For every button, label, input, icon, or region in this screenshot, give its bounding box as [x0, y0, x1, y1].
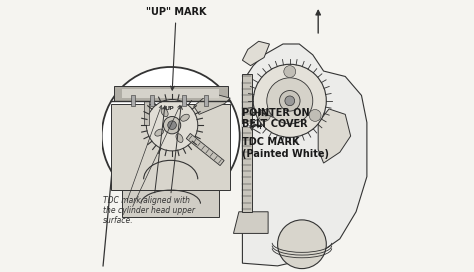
Polygon shape — [234, 212, 268, 233]
Circle shape — [278, 220, 326, 268]
Text: TDC mark aligned with
the cylinder head upper
surface.: TDC mark aligned with the cylinder head … — [103, 196, 195, 225]
Circle shape — [280, 91, 300, 111]
Text: POINTER ON
BELT COVER: POINTER ON BELT COVER — [242, 108, 310, 129]
Ellipse shape — [176, 134, 183, 143]
Ellipse shape — [155, 129, 164, 136]
Polygon shape — [242, 41, 270, 66]
Bar — [242, 74, 252, 212]
Text: TDC MARK
(Painted White): TDC MARK (Painted White) — [242, 127, 329, 159]
Text: "UP" MARK: "UP" MARK — [146, 7, 206, 90]
Bar — [131, 95, 135, 106]
Polygon shape — [186, 134, 224, 166]
Bar — [204, 95, 208, 106]
Circle shape — [285, 96, 295, 106]
Ellipse shape — [181, 114, 189, 121]
Circle shape — [164, 116, 181, 134]
Bar — [122, 89, 219, 98]
Polygon shape — [194, 93, 230, 114]
Circle shape — [267, 78, 313, 124]
Bar — [122, 190, 219, 217]
Circle shape — [284, 66, 296, 78]
Circle shape — [146, 100, 198, 151]
Polygon shape — [144, 101, 149, 125]
Circle shape — [102, 67, 240, 205]
Ellipse shape — [161, 108, 168, 117]
Bar — [111, 104, 230, 190]
Polygon shape — [242, 44, 367, 266]
Circle shape — [309, 110, 321, 121]
Circle shape — [258, 110, 270, 121]
Bar — [150, 95, 154, 106]
Bar — [114, 86, 228, 101]
Circle shape — [253, 64, 326, 137]
Circle shape — [168, 121, 176, 129]
Bar — [182, 95, 186, 106]
Text: UP: UP — [164, 106, 174, 112]
Polygon shape — [318, 109, 351, 163]
